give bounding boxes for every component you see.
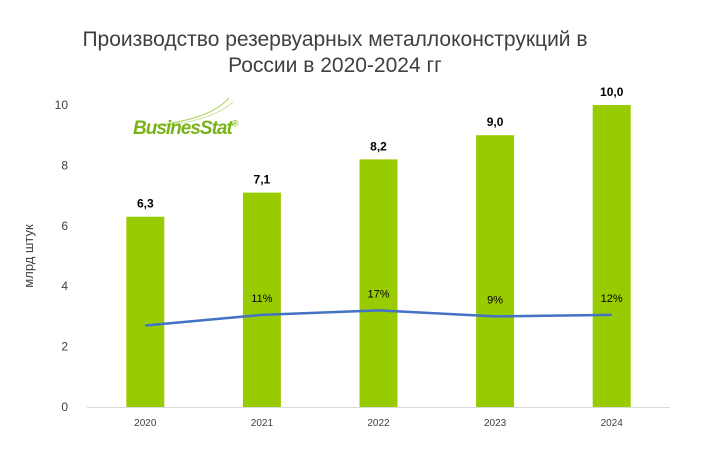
logo-text: BusinesStat® [133, 118, 239, 140]
bar [359, 159, 398, 407]
bar [476, 135, 515, 407]
y-tick-label: 2 [61, 340, 68, 354]
bar-value-label: 6,3 [137, 197, 154, 211]
logo-registered-mark: ® [231, 118, 239, 129]
growth-line [145, 309, 612, 327]
businesstat-logo: BusinesStat® [133, 96, 243, 146]
growth-value-label: 11% [251, 293, 272, 305]
x-tick-label: 2024 [601, 418, 624, 429]
bar [242, 192, 281, 407]
y-tick-label: 8 [61, 158, 68, 172]
bar-value-label: 7,1 [254, 173, 271, 187]
logo-wordmark: BusinesStat [133, 118, 233, 139]
bar-value-label: 8,2 [370, 139, 387, 153]
y-tick-label: 0 [61, 400, 68, 414]
growth-value-label: 17% [367, 288, 389, 300]
bar-value-label: 10,0 [600, 85, 624, 99]
bar-value-label: 9,0 [487, 115, 504, 129]
x-tick-label: 2021 [251, 418, 274, 429]
bar [126, 216, 165, 407]
growth-value-label: 9% [487, 294, 503, 306]
y-tick-label: 6 [61, 219, 68, 233]
y-axis-label: млрд штук [21, 224, 36, 288]
bar [592, 105, 631, 407]
chart-title-line-1: Производство резервуарных металлоконстру… [82, 28, 588, 51]
x-tick-label: 2020 [134, 418, 157, 429]
chart-title-line-2: России в 2020-2024 гг [228, 54, 442, 77]
x-tick-label: 2023 [484, 418, 507, 429]
y-tick-label: 4 [61, 279, 68, 293]
y-tick-label: 10 [55, 98, 69, 112]
x-tick-label: 2022 [367, 418, 390, 429]
logo-swoosh-icon [152, 97, 234, 126]
growth-value-label: 12% [601, 293, 623, 305]
